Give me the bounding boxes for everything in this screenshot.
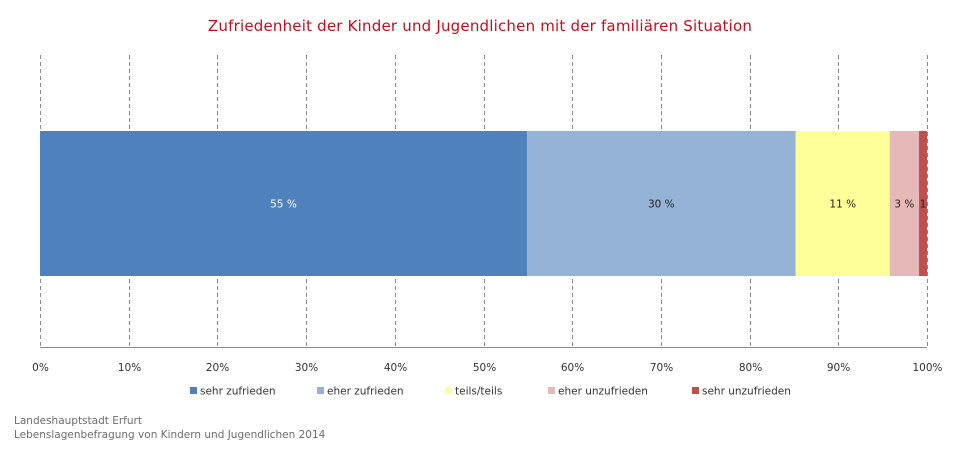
data-label-teils-teils: 11 % bbox=[829, 199, 856, 211]
legend-swatch bbox=[445, 387, 452, 394]
legend-swatch bbox=[548, 387, 555, 394]
data-labels: 55 % 30 % 11 % 3 % 1 bbox=[270, 199, 926, 211]
bar-segment-eher-zufrieden bbox=[526, 131, 796, 276]
chart-title: Zufriedenheit der Kinder und Jugendliche… bbox=[207, 17, 753, 35]
bar-segment-eher-unzufrieden bbox=[889, 131, 920, 276]
bar-segments bbox=[40, 131, 927, 276]
source-survey: Lebenslagenbefragung von Kindern und Jug… bbox=[14, 429, 326, 441]
source-publisher: Landeshauptstadt Erfurt bbox=[14, 415, 142, 427]
bar-segment-sehr-unzufrieden bbox=[919, 131, 927, 276]
legend-item-eher-unzufrieden: eher unzufrieden bbox=[548, 386, 648, 398]
legend: sehr zufrieden eher zufrieden teils/teils e… bbox=[190, 386, 791, 398]
legend-item-teils-teils: teils/teils bbox=[445, 386, 502, 398]
legend-swatch bbox=[190, 387, 197, 394]
data-label-sehr-unzufrieden: 1 bbox=[920, 199, 927, 211]
bar-segment-teils-teils bbox=[795, 131, 890, 276]
x-tick-label: 70% bbox=[650, 362, 673, 374]
x-axis: 0% 10% 20% 30% 40% 50% 60% 70% 80% 90% 100% bbox=[32, 347, 943, 374]
x-tick-label: 0% bbox=[32, 362, 49, 374]
legend-swatch bbox=[317, 387, 324, 394]
data-label-sehr-zufrieden: 55 % bbox=[270, 199, 297, 211]
legend-label: eher zufrieden bbox=[327, 386, 404, 398]
x-tick-label: 90% bbox=[827, 362, 850, 374]
legend-item-sehr-zufrieden: sehr zufrieden bbox=[190, 386, 276, 398]
x-tick-label: 100% bbox=[912, 362, 942, 374]
x-tick-label: 10% bbox=[118, 362, 141, 374]
legend-swatch bbox=[692, 387, 699, 394]
bar-segment-sehr-zufrieden bbox=[40, 131, 527, 276]
x-tick-label: 30% bbox=[295, 362, 318, 374]
legend-item-sehr-unzufrieden: sehr unzufrieden bbox=[692, 386, 791, 398]
legend-label: sehr unzufrieden bbox=[702, 386, 791, 398]
x-tick-label: 50% bbox=[473, 362, 496, 374]
legend-label: sehr zufrieden bbox=[200, 386, 276, 398]
x-tick-label: 80% bbox=[739, 362, 762, 374]
legend-label: teils/teils bbox=[455, 386, 502, 398]
x-tick-label: 40% bbox=[384, 362, 407, 374]
x-tick-label: 60% bbox=[561, 362, 584, 374]
legend-label: eher unzufrieden bbox=[558, 386, 648, 398]
data-label-eher-zufrieden: 30 % bbox=[648, 199, 675, 211]
legend-item-eher-zufrieden: eher zufrieden bbox=[317, 386, 404, 398]
x-tick-label: 20% bbox=[206, 362, 229, 374]
data-label-eher-unzufrieden: 3 % bbox=[894, 199, 914, 211]
